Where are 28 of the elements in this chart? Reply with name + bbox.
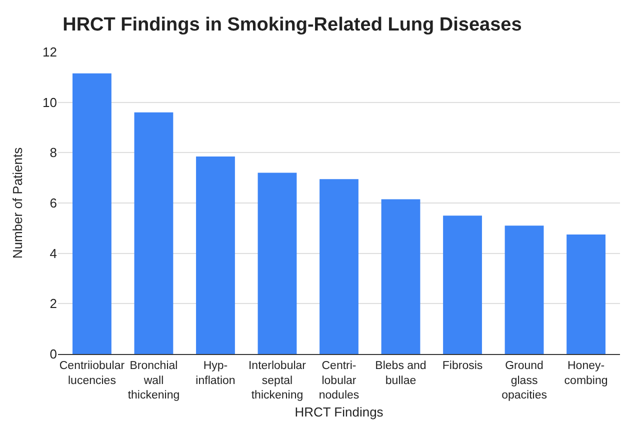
bar	[258, 172, 297, 354]
x-tick-label: Honey- combing	[564, 360, 608, 387]
bar	[504, 226, 544, 354]
y-tick-label: 0	[50, 346, 57, 362]
y-axis-title: Number of Patients	[10, 146, 25, 259]
y-tick-label: 8	[50, 145, 57, 160]
bar	[566, 234, 606, 354]
bar	[134, 112, 174, 354]
x-tick-label: Hyp- inflation	[196, 360, 236, 387]
bar	[72, 73, 112, 354]
x-axis-title: HRCT Findings	[294, 404, 384, 420]
bar	[381, 199, 420, 354]
bar	[320, 179, 358, 354]
chart-title: HRCT Findings in Smoking-Related Lung Diseases	[62, 14, 522, 36]
x-tick-label: Centri- lobular nodules	[318, 360, 360, 402]
y-tick-label: 6	[50, 196, 57, 211]
x-tick-label: Fibrosis	[442, 360, 483, 372]
x-tick-label: Blebs and bullae	[375, 360, 426, 387]
x-tick-label: Interlobular septal thickening	[248, 360, 306, 402]
x-tick-label: Centriiobular lucencies	[59, 360, 125, 387]
y-tick-label: 4	[50, 246, 57, 261]
bar	[196, 156, 235, 354]
y-tick-label: 12	[42, 44, 57, 60]
bar	[443, 216, 482, 354]
x-tick-label: Bronchial wall thickening	[128, 360, 180, 402]
x-tick-label: Ground glass opacities	[502, 360, 548, 402]
y-tick-label: 2	[50, 296, 57, 312]
y-tick-label: 10	[42, 94, 57, 110]
